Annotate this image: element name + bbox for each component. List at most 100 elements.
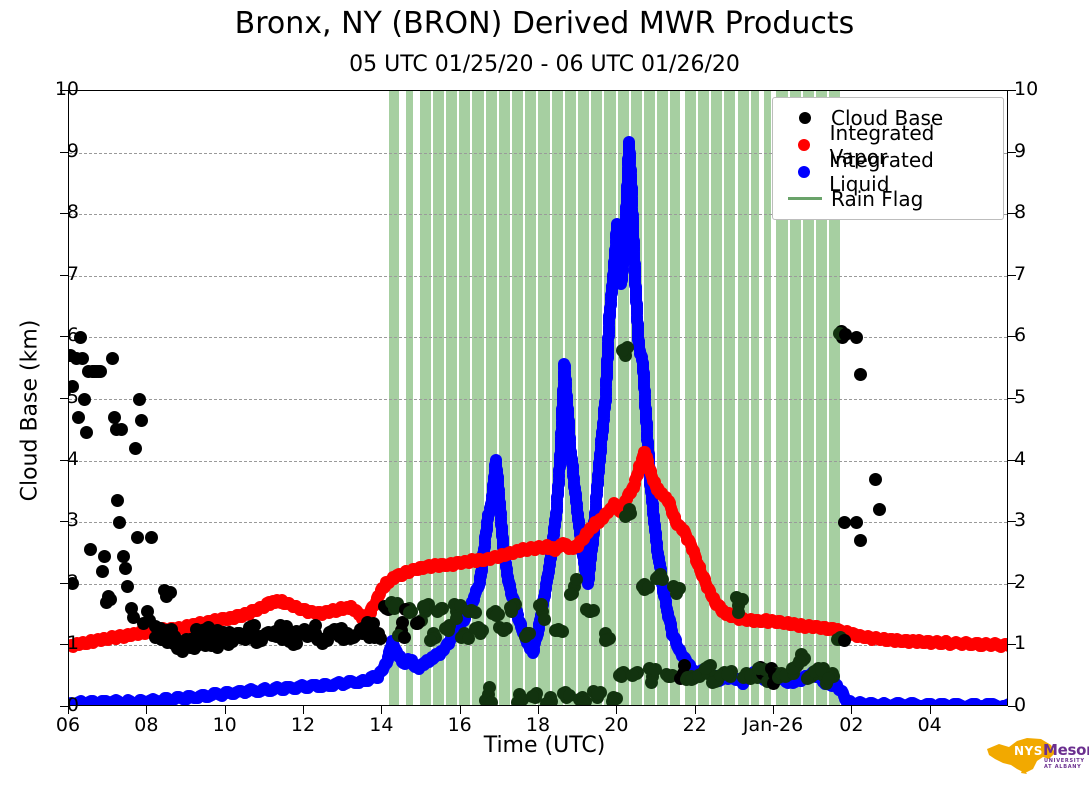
- rain-flag-band: [670, 91, 680, 705]
- y-axis-tick-label: 1: [1014, 632, 1027, 655]
- y-axis-tick-label: 4: [66, 447, 79, 470]
- data-point: [555, 625, 569, 639]
- data-point: [853, 534, 867, 548]
- gridline-horizontal: [69, 522, 1007, 524]
- data-point: [598, 634, 612, 648]
- y-axis-label-left: Cloud Base (km): [17, 319, 43, 502]
- rain-flag-band: [577, 91, 590, 705]
- y-axis-tick-label: 10: [54, 78, 79, 100]
- legend-dot-icon: [783, 165, 825, 178]
- data-point: [720, 667, 734, 681]
- data-point: [612, 668, 626, 682]
- data-point: [873, 503, 887, 517]
- logo-nys-text: NYS: [1014, 744, 1043, 758]
- data-point: [537, 612, 551, 626]
- plot-layers: [69, 91, 1007, 705]
- data-point: [497, 623, 511, 637]
- data-point: [485, 695, 499, 705]
- gridline-horizontal: [69, 460, 1007, 462]
- x-axis-tick: [616, 706, 618, 714]
- data-point: [308, 618, 322, 632]
- data-point: [97, 549, 111, 563]
- data-point: [619, 509, 633, 523]
- page-subtitle: 05 UTC 01/25/20 - 06 UTC 01/26/20: [349, 52, 740, 77]
- y-axis-tick-label: 1: [66, 632, 79, 655]
- data-point: [539, 697, 553, 705]
- data-point: [626, 668, 640, 682]
- legend-item[interactable]: Integrated Liquid: [783, 148, 993, 196]
- data-point: [72, 410, 86, 424]
- y-axis-tick-label: 7: [66, 262, 79, 285]
- data-point: [1003, 639, 1007, 652]
- x-axis-tick: [146, 706, 148, 714]
- data-point: [103, 592, 117, 606]
- data-point: [84, 543, 98, 557]
- rain-flag-band: [776, 91, 788, 705]
- y-axis-tick-label: 4: [1014, 447, 1027, 470]
- data-point: [482, 680, 496, 694]
- data-point: [93, 364, 107, 378]
- rain-flag-band: [432, 91, 444, 705]
- rain-flag-band: [750, 91, 760, 705]
- data-point: [134, 414, 148, 428]
- x-axis-tick: [694, 706, 696, 714]
- logo-university-text: UNIVERSITY AT ALBANY: [1044, 758, 1085, 770]
- rain-flag-band: [405, 91, 413, 705]
- data-point: [117, 549, 131, 563]
- data-point: [398, 630, 412, 644]
- gridline-horizontal: [69, 214, 1007, 216]
- y-axis-tick-label: 8: [1014, 201, 1027, 224]
- data-point: [78, 392, 92, 406]
- rain-flag-band: [389, 91, 399, 705]
- data-point: [131, 531, 145, 545]
- data-point: [518, 629, 532, 643]
- legend: Cloud Base Integrated Vapor Integrated Liq…: [772, 97, 1004, 220]
- data-point: [144, 531, 158, 545]
- data-point: [76, 352, 90, 366]
- rain-flag-band: [697, 91, 710, 705]
- rain-flag-band: [711, 91, 723, 705]
- data-point: [849, 330, 863, 344]
- gridline-horizontal: [69, 337, 1007, 339]
- gridline-horizontal: [69, 275, 1007, 277]
- y-axis-tick-label: 5: [1014, 386, 1027, 408]
- x-axis-tick: [381, 706, 383, 714]
- rain-flag-band: [459, 91, 471, 705]
- logo-mesonet-text: Mesonet: [1043, 741, 1089, 759]
- gridline-horizontal: [69, 583, 1007, 585]
- legend-line-icon: [783, 197, 827, 200]
- y-axis-tick-label: 8: [66, 201, 79, 224]
- y-axis-tick-label: 10: [1014, 78, 1039, 100]
- rain-flag-band: [498, 91, 510, 705]
- nys-mesonet-logo: NYS Mesonet UNIVERSITY AT ALBANY: [981, 731, 1089, 783]
- x-axis-tick: [538, 706, 539, 714]
- rain-flag-band: [617, 91, 629, 705]
- rain-flag-band: [538, 91, 550, 705]
- data-point: [107, 410, 121, 424]
- rain-flag-band: [789, 91, 801, 705]
- y-axis-tick-label: 0: [66, 694, 79, 716]
- y-axis-tick-label: 2: [1014, 570, 1027, 593]
- data-point: [849, 515, 863, 529]
- rain-flag-band: [657, 91, 669, 705]
- rain-flag-band: [472, 91, 484, 705]
- data-point: [853, 367, 867, 381]
- legend-label: Rain Flag: [831, 186, 924, 211]
- data-point: [605, 694, 619, 705]
- rain-flag-band: [802, 91, 814, 705]
- data-point: [115, 423, 129, 437]
- y-axis-tick-label: 3: [1014, 509, 1027, 532]
- rain-flag-band: [419, 91, 431, 705]
- y-axis-tick-label: 6: [66, 324, 79, 347]
- gridline-horizontal: [69, 399, 1007, 400]
- data-point: [80, 426, 94, 440]
- rain-flag-band: [724, 91, 736, 705]
- data-point: [670, 582, 684, 596]
- y-axis-tick-label: 5: [66, 386, 79, 408]
- data-point: [577, 696, 591, 705]
- x-axis-tick: [459, 706, 461, 714]
- data-point: [869, 472, 883, 486]
- y-axis-tick-label: 2: [66, 570, 79, 593]
- data-point: [95, 564, 109, 578]
- x-axis-label: Time (UTC): [483, 733, 606, 758]
